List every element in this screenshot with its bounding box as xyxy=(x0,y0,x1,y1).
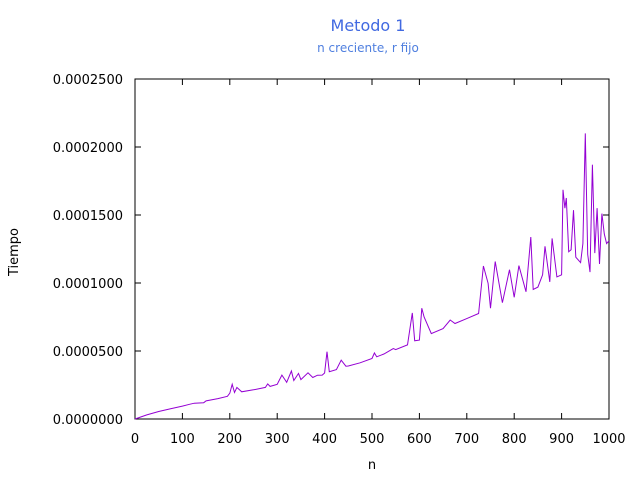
x-tick-label: 0 xyxy=(131,432,139,447)
y-tick-label: 0.0000000 xyxy=(53,413,123,428)
chart-title: Metodo 1 xyxy=(331,16,406,35)
chart-subtitle: n creciente, r fijo xyxy=(317,41,419,55)
plot-area-border xyxy=(134,78,610,420)
y-tick-label: 0.0001000 xyxy=(53,277,123,292)
y-axis: 0.0000000 0.0000500 0.0001000 0.0001500 0.00… xyxy=(53,73,609,428)
series-line xyxy=(134,133,610,420)
x-tick-label: 300 xyxy=(265,432,290,447)
x-axis: 0 100 200 300 400 500 600 700 800 900 1000 xyxy=(131,79,626,447)
y-tick-label: 0.0002500 xyxy=(53,73,123,88)
x-tick-label: 200 xyxy=(217,432,242,447)
x-tick-label: 1000 xyxy=(592,432,625,447)
x-tick-label: 100 xyxy=(170,432,195,447)
y-axis-label: Tiempo xyxy=(7,228,22,277)
x-axis-label: n xyxy=(368,458,376,473)
x-tick-label: 900 xyxy=(549,432,574,447)
x-tick-label: 400 xyxy=(312,432,337,447)
x-tick-label: 800 xyxy=(502,432,527,447)
x-tick-label: 500 xyxy=(360,432,385,447)
x-tick-label: 600 xyxy=(407,432,432,447)
y-tick-label: 0.0000500 xyxy=(53,345,123,360)
y-tick-label: 0.0001500 xyxy=(53,209,123,224)
y-tick-label: 0.0002000 xyxy=(53,141,123,156)
x-tick-label: 700 xyxy=(454,432,479,447)
